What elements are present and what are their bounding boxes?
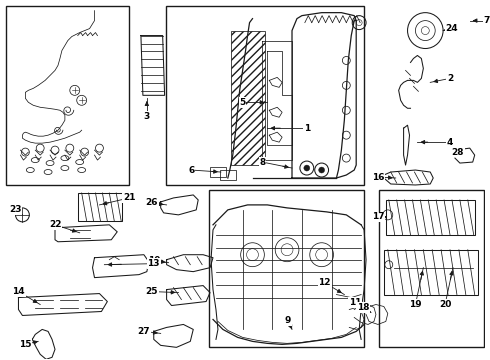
Text: 24: 24 xyxy=(446,24,458,33)
Circle shape xyxy=(318,167,324,173)
Text: 20: 20 xyxy=(439,300,451,309)
Text: 4: 4 xyxy=(447,138,453,147)
Bar xyxy=(386,200,475,235)
Text: 8: 8 xyxy=(259,158,266,167)
Text: 21: 21 xyxy=(123,193,135,202)
Bar xyxy=(209,190,364,347)
Text: 5: 5 xyxy=(240,98,246,107)
Text: 22: 22 xyxy=(49,220,61,229)
Text: 14: 14 xyxy=(12,287,25,296)
Bar xyxy=(231,31,266,165)
Text: 6: 6 xyxy=(188,166,195,175)
Text: 18: 18 xyxy=(357,303,369,312)
Bar xyxy=(5,6,129,185)
Text: 17: 17 xyxy=(371,212,384,221)
Text: 7: 7 xyxy=(483,16,490,25)
Text: 15: 15 xyxy=(19,340,32,349)
Text: 28: 28 xyxy=(452,148,464,157)
Text: 16: 16 xyxy=(372,172,384,181)
Text: 2: 2 xyxy=(447,74,453,83)
Text: 11: 11 xyxy=(349,298,362,307)
Text: 13: 13 xyxy=(147,259,160,268)
Text: 27: 27 xyxy=(138,327,150,336)
Text: 1: 1 xyxy=(304,124,310,133)
Text: 23: 23 xyxy=(9,206,22,215)
Bar xyxy=(384,250,478,294)
Text: 26: 26 xyxy=(146,198,158,207)
Text: 25: 25 xyxy=(146,287,158,296)
Bar xyxy=(78,193,122,221)
Text: 12: 12 xyxy=(318,278,331,287)
Text: 9: 9 xyxy=(285,316,291,325)
Text: 3: 3 xyxy=(144,112,150,121)
Bar xyxy=(379,190,484,347)
Bar xyxy=(210,167,226,177)
Text: 10: 10 xyxy=(147,256,160,265)
Circle shape xyxy=(304,165,310,171)
Text: 19: 19 xyxy=(409,300,422,309)
Bar xyxy=(220,170,236,180)
Bar xyxy=(166,6,364,185)
